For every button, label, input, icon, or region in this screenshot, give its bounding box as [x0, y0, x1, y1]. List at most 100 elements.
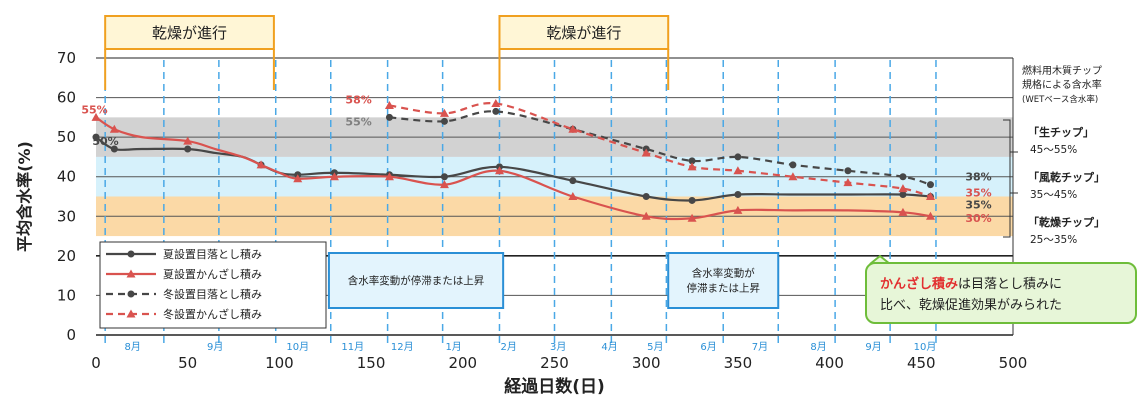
- data-point: [491, 99, 501, 108]
- data-point: [568, 124, 578, 133]
- x-tick-label: 150: [357, 354, 386, 372]
- legend-label: 夏設置目落とし積み: [163, 247, 262, 261]
- data-point: [925, 192, 935, 200]
- band-name: 「風乾チップ」: [1028, 170, 1105, 184]
- data-point: [184, 145, 192, 153]
- data-point: [183, 136, 193, 145]
- month-label: 3月: [550, 341, 566, 353]
- callout-box: [865, 262, 1137, 324]
- callout-highlight: かんざし積み: [880, 276, 958, 292]
- legend-box: [99, 241, 327, 329]
- callout-line-2: 比べ、乾燥促進効果がみられた: [880, 298, 1062, 313]
- data-point: [92, 133, 100, 141]
- data-point: [126, 309, 136, 318]
- band-name: 「乾燥チップ」: [1028, 215, 1105, 229]
- callout-line-1: かんざし積みは目落とし積みに: [880, 276, 1062, 292]
- x-tick-label: 400: [815, 354, 844, 372]
- data-point: [384, 100, 394, 109]
- value-annotation: 35%: [965, 187, 991, 200]
- x-tick-label: 0: [91, 354, 101, 372]
- series-3: [384, 99, 935, 200]
- data-point: [329, 172, 339, 181]
- legend-item: 夏設置かんざし積み: [106, 267, 262, 281]
- y-tick-label: 40: [57, 168, 76, 186]
- band-heading: (WETベース含水率): [1022, 94, 1098, 105]
- band-range: 25〜35%: [1030, 234, 1077, 246]
- data-point: [384, 172, 394, 181]
- data-point: [492, 107, 500, 115]
- stagnation-box: [327, 252, 505, 309]
- value-annotation: 55%: [345, 115, 371, 128]
- series-line: [389, 110, 931, 186]
- value-annotation: 30%: [965, 212, 991, 225]
- data-point: [494, 166, 504, 175]
- y-tick-label: 20: [57, 247, 76, 265]
- data-point: [127, 290, 135, 298]
- data-point: [440, 117, 448, 125]
- x-tick-label: 50: [178, 354, 197, 372]
- data-point: [256, 160, 266, 169]
- data-point: [788, 172, 798, 181]
- data-point: [789, 161, 797, 169]
- data-point: [734, 191, 742, 199]
- data-point: [439, 180, 449, 189]
- x-tick-label: 100: [265, 354, 294, 372]
- drying-period-1: 乾燥が進行: [498, 15, 670, 90]
- month-label: 9月: [865, 341, 881, 353]
- x-tick-label: 200: [448, 354, 477, 372]
- month-label: 8月: [124, 341, 140, 353]
- series-2: [385, 107, 934, 189]
- band-heading: 燃料用木質チップ: [1022, 64, 1102, 77]
- band-heading: 規格による含水率: [1022, 78, 1102, 91]
- y-tick-label: 10: [57, 286, 76, 304]
- drying-period-0: 乾燥が進行: [104, 15, 275, 90]
- x-tick-label: 500: [999, 354, 1028, 372]
- data-point: [843, 178, 853, 187]
- data-point: [127, 250, 135, 258]
- data-point: [688, 196, 696, 204]
- data-point: [898, 207, 908, 216]
- data-point: [91, 112, 101, 121]
- stagnation-text: 停滞または上昇: [686, 282, 760, 295]
- value-annotation: 55%: [81, 103, 107, 116]
- series-1: [91, 112, 935, 222]
- drying-label-box: [104, 15, 275, 50]
- month-label: 12月: [391, 341, 414, 353]
- data-point: [385, 113, 393, 121]
- y-tick-label: 50: [57, 128, 76, 146]
- legend-label: 冬設置かんざし積み: [163, 307, 262, 321]
- data-point: [925, 211, 935, 220]
- data-point: [687, 162, 697, 171]
- data-point: [687, 213, 697, 222]
- data-point: [439, 108, 449, 117]
- data-point: [110, 145, 118, 153]
- data-point: [293, 174, 303, 183]
- data-point: [641, 148, 651, 157]
- data-point: [126, 269, 136, 278]
- month-label: 8月: [810, 341, 826, 353]
- data-point: [641, 211, 651, 220]
- data-point: [926, 181, 934, 189]
- drying-label: 乾燥が進行: [152, 24, 227, 42]
- x-tick-label: 300: [632, 354, 661, 372]
- month-label: 2月: [500, 341, 516, 353]
- band-bracket-outer: [1003, 119, 1011, 238]
- y-tick-label: 30: [57, 207, 76, 225]
- month-label: 7月: [752, 341, 768, 353]
- month-label: 5月: [647, 341, 663, 353]
- y-axis-title: 平均含水率(%): [15, 141, 34, 252]
- y-tick-label: 70: [57, 49, 76, 67]
- stagnation-text: 含水率変動が: [692, 267, 755, 280]
- data-point: [569, 177, 577, 185]
- data-point: [440, 173, 448, 181]
- x-tick-label: 350: [724, 354, 753, 372]
- y-tick-label: 0: [66, 326, 76, 344]
- month-label: 9月: [207, 341, 223, 353]
- drying-label-box: [498, 15, 670, 50]
- stagnation-box-0: 含水率変動が停滞または上昇: [327, 252, 505, 309]
- data-point: [899, 191, 907, 199]
- x-tick-label: 250: [540, 354, 569, 372]
- legend-label: 夏設置かんざし積み: [163, 267, 262, 281]
